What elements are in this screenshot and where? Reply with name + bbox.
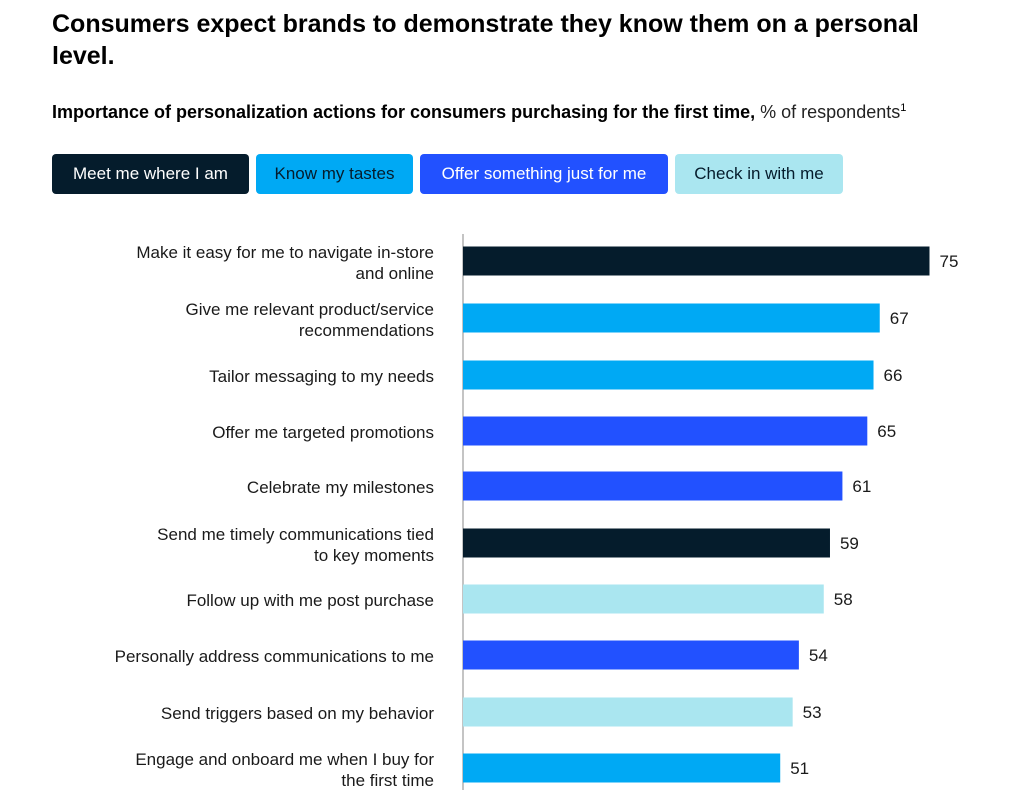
bar [463,303,880,333]
subtitle-footnote: 1 [900,102,907,114]
value-label: 51 [790,759,809,778]
subtitle-unit: % of respondents [760,102,901,122]
value-label: 67 [890,309,909,328]
chart-title: Consumers expect brands to demonstrate t… [52,10,919,70]
value-label: 53 [803,703,822,722]
subtitle-bold: Importance of personalization actions fo… [52,102,756,122]
category-label: Personally address communications to me [115,647,434,666]
bar [463,640,799,670]
category-label: Celebrate my milestones [247,478,434,497]
bar [463,753,781,783]
category-label: Give me relevant product/service recommen… [186,300,435,340]
value-label: 61 [852,477,871,496]
legend-button-meet-me-where-i-am[interactable]: Meet me where I am [52,154,249,194]
bar [463,360,874,390]
value-label: 75 [940,252,959,271]
value-label: 66 [884,366,903,385]
category-label: Make it easy for me to navigate in-store… [136,243,434,283]
chart-subtitle: Importance of personalization actions fo… [52,96,1012,124]
category-label: Offer me targeted promotions [212,423,434,442]
bar [463,528,830,558]
category-label: Send me timely communications tied to key… [157,525,434,565]
category-label: Tailor messaging to my needs [209,367,434,386]
bar [463,471,843,501]
bar [463,246,930,276]
value-label: 54 [809,646,828,665]
bar [463,584,824,614]
category-label: Follow up with me post purchase [186,591,434,610]
bar [463,697,793,727]
legend-button-check-in-with-me[interactable]: Check in with me [675,154,843,194]
value-label: 59 [840,534,859,553]
category-label: Send triggers based on my behavior [161,704,434,723]
category-label: Engage and onboard me when I buy for the … [135,750,434,790]
bar [463,416,868,446]
value-label: 58 [834,590,853,609]
legend-button-know-my-tastes[interactable]: Know my tastes [256,154,413,194]
value-label: 65 [877,422,896,441]
legend-button-offer-something-just-for-me[interactable]: Offer something just for me [420,154,668,194]
